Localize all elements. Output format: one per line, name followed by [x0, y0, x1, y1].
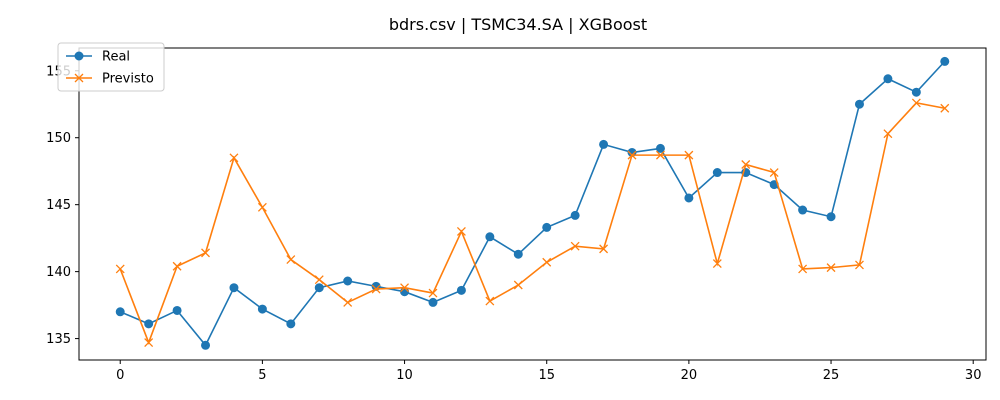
legend-label: Real [102, 50, 130, 65]
legend-label: Previsto [102, 72, 154, 87]
x-tick-label: 25 [823, 368, 840, 383]
data-point [655, 143, 665, 153]
data-point [627, 150, 637, 160]
data-point [257, 304, 267, 314]
data-point [712, 168, 722, 178]
legend: Real Previsto [57, 42, 165, 92]
y-tick-label: 135 [46, 332, 71, 347]
data-point [343, 276, 353, 286]
x-tick-label: 30 [965, 368, 982, 383]
data-point [485, 296, 495, 306]
y-tick-label: 145 [46, 198, 71, 213]
data-point [542, 257, 552, 267]
data-point [229, 153, 239, 163]
data-point [684, 193, 694, 203]
data-point [201, 340, 211, 350]
data-point [570, 241, 580, 251]
data-point [314, 275, 324, 285]
data-point [911, 87, 921, 97]
data-point [172, 305, 182, 315]
data-point [257, 202, 267, 212]
data-point [286, 255, 296, 265]
series-line-previsto [119, 102, 945, 345]
legend-marker [74, 73, 84, 83]
data-point [570, 210, 580, 220]
data-point [172, 261, 182, 271]
data-point [741, 160, 751, 169]
series-previsto [115, 98, 950, 348]
data-point [400, 283, 410, 293]
data-point [769, 168, 779, 177]
data-point [456, 226, 466, 236]
data-point [115, 307, 125, 317]
plot-area-frame [78, 47, 987, 361]
data-point [940, 56, 950, 66]
data-point [712, 259, 722, 269]
data-point [798, 264, 808, 274]
data-point [229, 283, 239, 293]
data-point [542, 222, 552, 232]
data-point [144, 319, 154, 329]
series-line-real [119, 60, 946, 347]
data-point [513, 249, 523, 259]
x-tick-label: 15 [538, 368, 555, 383]
data-point [456, 285, 466, 295]
data-point [428, 297, 438, 307]
data-point [286, 319, 296, 329]
y-axis: 135140145150155 [46, 64, 79, 347]
data-point [485, 232, 495, 242]
chart-title: bdrs.csv | TSMC34.SA | XGBoost [389, 15, 647, 34]
y-tick-label: 140 [46, 265, 71, 280]
data-point [655, 150, 665, 160]
data-point [854, 99, 864, 109]
x-tick-label: 10 [396, 368, 413, 383]
data-point [940, 103, 950, 113]
data-point [599, 244, 609, 254]
x-tick-label: 0 [116, 368, 124, 383]
x-tick-label: 20 [681, 368, 698, 383]
data-point [513, 280, 523, 290]
data-point [684, 150, 694, 160]
data-point [883, 129, 893, 139]
data-point [428, 288, 438, 298]
data-point [855, 260, 864, 270]
legend-box [57, 42, 165, 92]
data-point [201, 248, 210, 258]
data-point [371, 284, 381, 294]
data-point [115, 264, 125, 274]
data-point [883, 74, 893, 84]
data-point [599, 139, 609, 149]
data-point [144, 338, 154, 348]
y-tick-label: 150 [46, 131, 71, 146]
legend-marker [74, 51, 84, 61]
x-tick-label: 5 [258, 368, 266, 383]
data-point [826, 263, 836, 273]
series-layer [115, 56, 950, 350]
data-point [826, 212, 836, 222]
data-point [343, 297, 353, 307]
x-axis: 0 5 10 15 20 25 30 [116, 360, 981, 383]
data-point [798, 205, 808, 215]
data-point [314, 283, 324, 293]
series-real [115, 56, 950, 350]
data-point [911, 98, 921, 108]
